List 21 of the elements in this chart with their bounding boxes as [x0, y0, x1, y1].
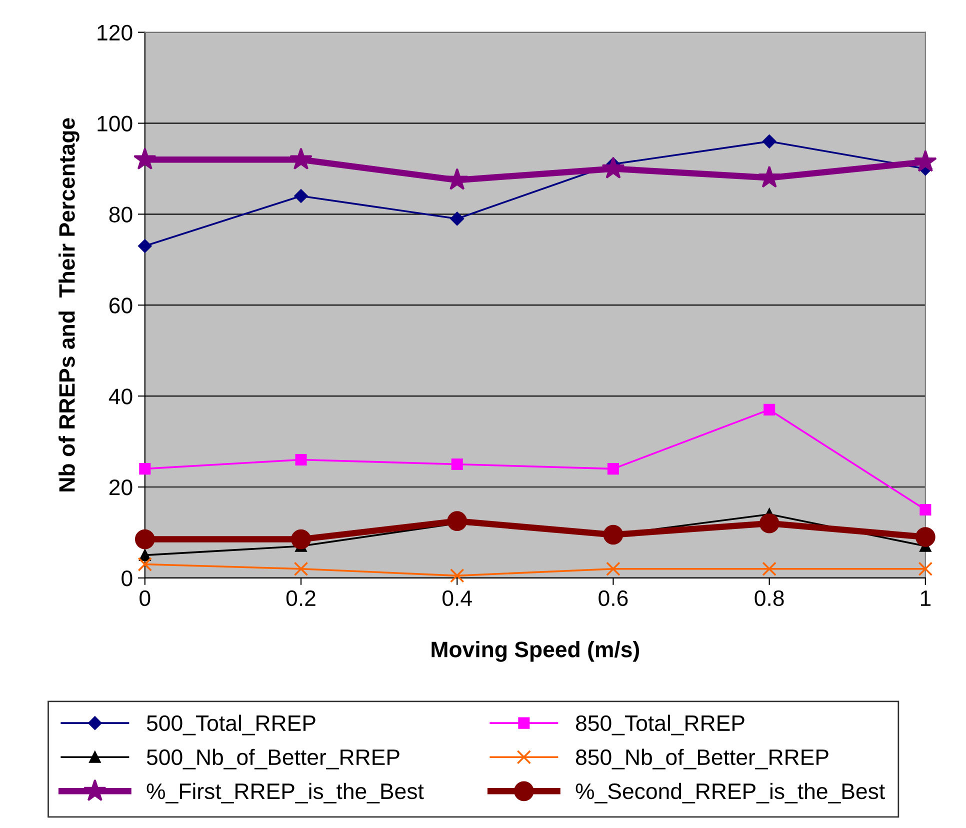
y-tick-label: 0: [122, 570, 132, 586]
x-tick-label: 0.6: [598, 590, 628, 606]
x-tick-label: 0: [140, 590, 150, 606]
x-tick-label: 0.4: [442, 590, 472, 606]
y-tick-label: 120: [98, 24, 132, 41]
legend-label: %_First_RREP_is_the_Best: [146, 782, 424, 804]
legend-label: 500_Nb_of_Better_RREP: [146, 748, 400, 770]
x-tick-label: 1: [920, 590, 931, 606]
legend-label: 850_Nb_of_Better_RREP: [576, 748, 828, 770]
legend-label: %_Second_RREP_is_the_Best: [576, 782, 885, 804]
y-tick-label: 80: [109, 206, 132, 222]
legend-label: 500_Total_RREP: [146, 714, 316, 736]
x-axis-title: Moving Speed (m/s): [432, 641, 640, 662]
y-axis-title: Nb of RREPs and Their Percentage: [58, 118, 80, 492]
y-tick-label: 40: [108, 388, 132, 404]
y-tick-label: 60: [110, 298, 132, 314]
y-tick-label: 20: [109, 480, 132, 496]
x-tick-label: 0.8: [754, 590, 784, 606]
x-tick-label: 0.2: [286, 590, 316, 606]
y-tick-label: 100: [98, 116, 132, 132]
legend-label: 850_Total_RREP: [576, 714, 744, 736]
